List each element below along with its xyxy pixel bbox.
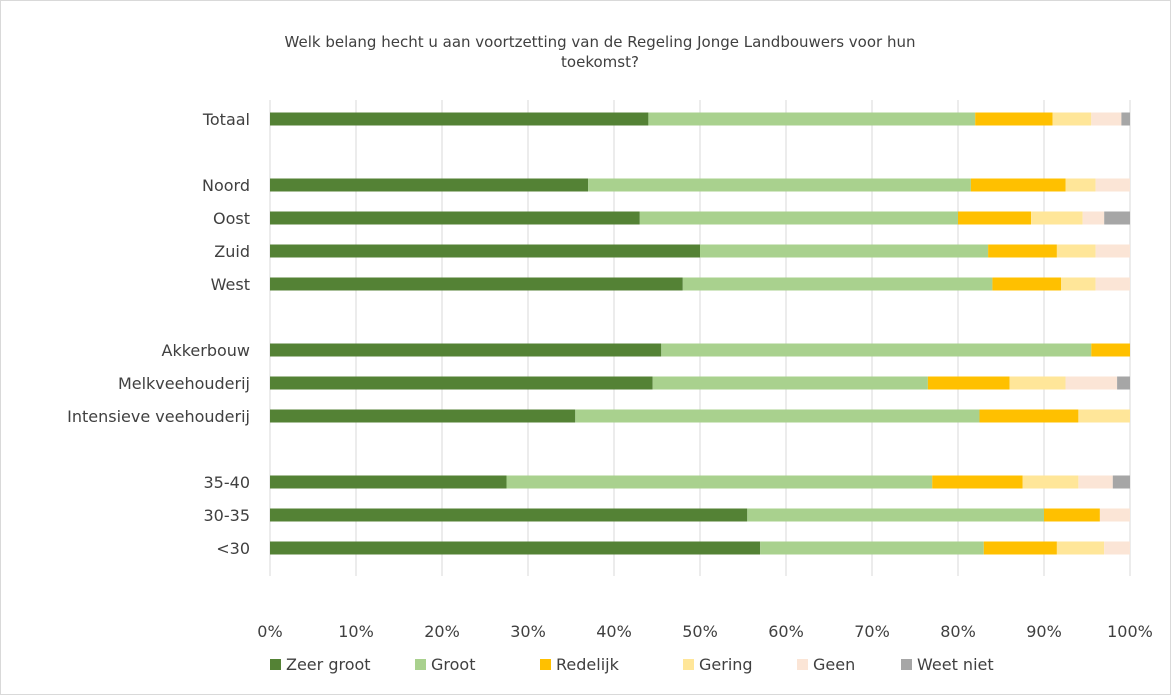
legend-label: Weet niet bbox=[917, 655, 994, 674]
bar-segment bbox=[1078, 409, 1130, 423]
bar-segment bbox=[1117, 376, 1130, 390]
category-label: Noord bbox=[202, 176, 250, 195]
bar-segment bbox=[958, 211, 1032, 225]
bar-segment bbox=[270, 112, 649, 126]
bar-segment bbox=[1078, 475, 1113, 489]
bar-segment bbox=[1095, 244, 1130, 258]
category-label: Oost bbox=[213, 209, 250, 228]
bar-segment bbox=[639, 211, 958, 225]
bar-segment bbox=[1121, 112, 1130, 126]
legend-swatch bbox=[683, 659, 694, 670]
bar-segment bbox=[1009, 376, 1066, 390]
chart-title-line: Welk belang hecht u aan voortzetting van… bbox=[285, 33, 916, 51]
bar-segment bbox=[1022, 475, 1079, 489]
bar-segment bbox=[1095, 178, 1130, 192]
legend-swatch bbox=[415, 659, 426, 670]
bar-segment bbox=[979, 409, 1079, 423]
bar-segment bbox=[1056, 541, 1105, 555]
bars bbox=[270, 112, 1130, 555]
bar-segment bbox=[1052, 112, 1092, 126]
gridlines bbox=[269, 100, 1131, 576]
bar-segment bbox=[1095, 277, 1130, 291]
x-tick-label: 40% bbox=[596, 622, 632, 641]
bar-segment bbox=[648, 112, 976, 126]
chart-title: Welk belang hecht u aan voortzetting van… bbox=[285, 33, 916, 71]
category-label: Totaal bbox=[202, 110, 250, 129]
category-label: 35-40 bbox=[204, 473, 251, 492]
bar-segment bbox=[1061, 277, 1096, 291]
legend-swatch bbox=[797, 659, 808, 670]
bar-segment bbox=[1099, 508, 1130, 522]
x-tick-label: 80% bbox=[940, 622, 976, 641]
bar-segment bbox=[588, 178, 971, 192]
x-tick-label: 90% bbox=[1026, 622, 1062, 641]
bar-segment bbox=[1104, 211, 1130, 225]
bar-segment bbox=[1031, 211, 1083, 225]
bar-segment bbox=[270, 541, 761, 555]
bar-segment bbox=[1044, 508, 1100, 522]
x-tick-labels: 0% 10% 20% 30% 40% 50% 60% 70% 80% 90% 100% bbox=[257, 622, 1153, 641]
category-label: West bbox=[211, 275, 250, 294]
x-tick-label: 60% bbox=[768, 622, 804, 641]
bar-segment bbox=[1056, 244, 1096, 258]
bar-segment bbox=[682, 277, 993, 291]
x-tick-label: 20% bbox=[424, 622, 460, 641]
category-label: 30-35 bbox=[204, 506, 251, 525]
bar-segment bbox=[700, 244, 989, 258]
bar-segment bbox=[270, 508, 748, 522]
bar-segment bbox=[1104, 541, 1130, 555]
chart-title-line: toekomst? bbox=[561, 53, 639, 71]
legend-label: Redelijk bbox=[556, 655, 620, 674]
category-label: Zuid bbox=[214, 242, 250, 261]
bar-segment bbox=[270, 244, 700, 258]
category-labels: Totaal Noord Oost Zuid West Akkerbouw Melkveeh… bbox=[67, 110, 250, 558]
legend-label: Geen bbox=[813, 655, 855, 674]
bar-segment bbox=[652, 376, 928, 390]
bar-segment bbox=[661, 343, 1092, 357]
bar-segment bbox=[270, 277, 683, 291]
bar-segment bbox=[975, 112, 1053, 126]
legend-swatch bbox=[540, 659, 551, 670]
legend-label: Groot bbox=[431, 655, 475, 674]
bar-segment bbox=[970, 178, 1066, 192]
x-tick-label: 30% bbox=[510, 622, 546, 641]
category-label: Melkveehouderij bbox=[118, 374, 250, 393]
bar-segment bbox=[760, 541, 984, 555]
bar-segment bbox=[1065, 376, 1118, 390]
bar-segment bbox=[270, 409, 576, 423]
bar-segment bbox=[1065, 178, 1096, 192]
bar-segment bbox=[932, 475, 1023, 489]
legend-label: Zeer groot bbox=[286, 655, 371, 674]
category-label: <30 bbox=[216, 539, 250, 558]
bar-segment bbox=[270, 178, 589, 192]
x-tick-label: 50% bbox=[682, 622, 718, 641]
legend-swatch bbox=[901, 659, 912, 670]
bar-segment bbox=[747, 508, 1044, 522]
bar-segment bbox=[1091, 343, 1130, 357]
x-tick-label: 0% bbox=[257, 622, 282, 641]
legend: Zeer groot Groot Redelijk Gering Geen Weet ni… bbox=[270, 655, 994, 674]
legend-swatch bbox=[270, 659, 281, 670]
x-tick-label: 100% bbox=[1107, 622, 1153, 641]
bar-segment bbox=[1112, 475, 1130, 489]
x-tick-label: 10% bbox=[338, 622, 374, 641]
bar-segment bbox=[575, 409, 980, 423]
bar-segment bbox=[983, 541, 1057, 555]
category-label: Akkerbouw bbox=[162, 341, 251, 360]
x-tick-label: 70% bbox=[854, 622, 890, 641]
bar-segment bbox=[1082, 211, 1105, 225]
bar-segment bbox=[992, 277, 1062, 291]
bar-segment bbox=[1091, 112, 1122, 126]
bar-segment bbox=[270, 475, 507, 489]
bar-segment bbox=[270, 343, 662, 357]
bar-segment bbox=[988, 244, 1057, 258]
bar-segment bbox=[270, 211, 640, 225]
category-label: Intensieve veehouderij bbox=[67, 407, 250, 426]
bar-segment bbox=[270, 376, 653, 390]
legend-label: Gering bbox=[699, 655, 753, 674]
bar-segment bbox=[927, 376, 1010, 390]
bar-segment bbox=[506, 475, 933, 489]
